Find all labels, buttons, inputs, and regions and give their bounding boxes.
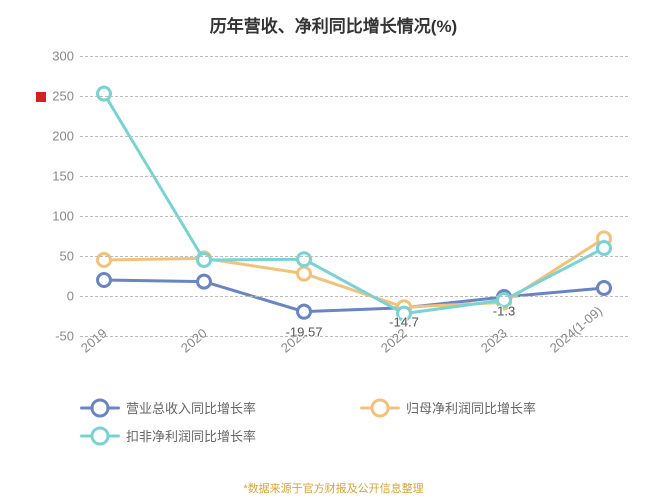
plot-area: -500501001502002503002019202020212022202…: [80, 56, 628, 336]
gridline: [80, 56, 628, 57]
data-point-marker: [298, 267, 311, 280]
legend-swatch: [80, 402, 120, 414]
data-point-label: -19.57: [286, 324, 323, 339]
data-source-disclaimer: *数据来源于官方财报及公开信息整理: [0, 480, 667, 496]
y-axis-label: 100: [52, 209, 80, 224]
data-point-label: -14.7: [389, 314, 419, 329]
y-axis-label: 300: [52, 49, 80, 64]
y-axis-label: 150: [52, 169, 80, 184]
y-axis-label: 250: [52, 89, 80, 104]
legend-item: 营业总收入同比增长率: [80, 398, 256, 417]
data-point-marker: [598, 282, 611, 295]
data-point-marker: [98, 87, 111, 100]
data-point-marker: [598, 242, 611, 255]
data-point-marker: [198, 275, 211, 288]
red-annotation-square: [36, 92, 46, 102]
chart-title: 历年营收、净利同比增长情况(%): [0, 12, 667, 37]
legend-item: 扣非净利润同比增长率: [80, 426, 256, 445]
series-lines: [80, 56, 628, 336]
data-point-marker: [298, 305, 311, 318]
legend-label: 归母净利润同比增长率: [406, 401, 536, 416]
gridline: [80, 256, 628, 257]
gridline: [80, 336, 628, 337]
legend-marker-icon: [91, 398, 110, 417]
data-point-label: -1.3: [493, 304, 515, 319]
legend-swatch: [80, 430, 120, 442]
y-axis-label: -50: [55, 329, 80, 344]
gridline: [80, 296, 628, 297]
gridline: [80, 216, 628, 217]
legend-label: 营业总收入同比增长率: [126, 401, 256, 416]
gridline: [80, 96, 628, 97]
data-point-marker: [98, 274, 111, 287]
gridline: [80, 136, 628, 137]
chart-container: 历年营收、净利同比增长情况(%) -5005010015020025030020…: [0, 0, 667, 500]
y-axis-label: 50: [60, 249, 80, 264]
legend-marker-icon: [371, 398, 390, 417]
data-point-marker: [298, 253, 311, 266]
gridline: [80, 176, 628, 177]
legend-marker-icon: [91, 426, 110, 445]
y-axis-label: 200: [52, 129, 80, 144]
y-axis-label: 0: [67, 289, 80, 304]
legend-swatch: [360, 402, 400, 414]
legend-label: 扣非净利润同比增长率: [126, 429, 256, 444]
legend-item: 归母净利润同比增长率: [360, 398, 536, 417]
